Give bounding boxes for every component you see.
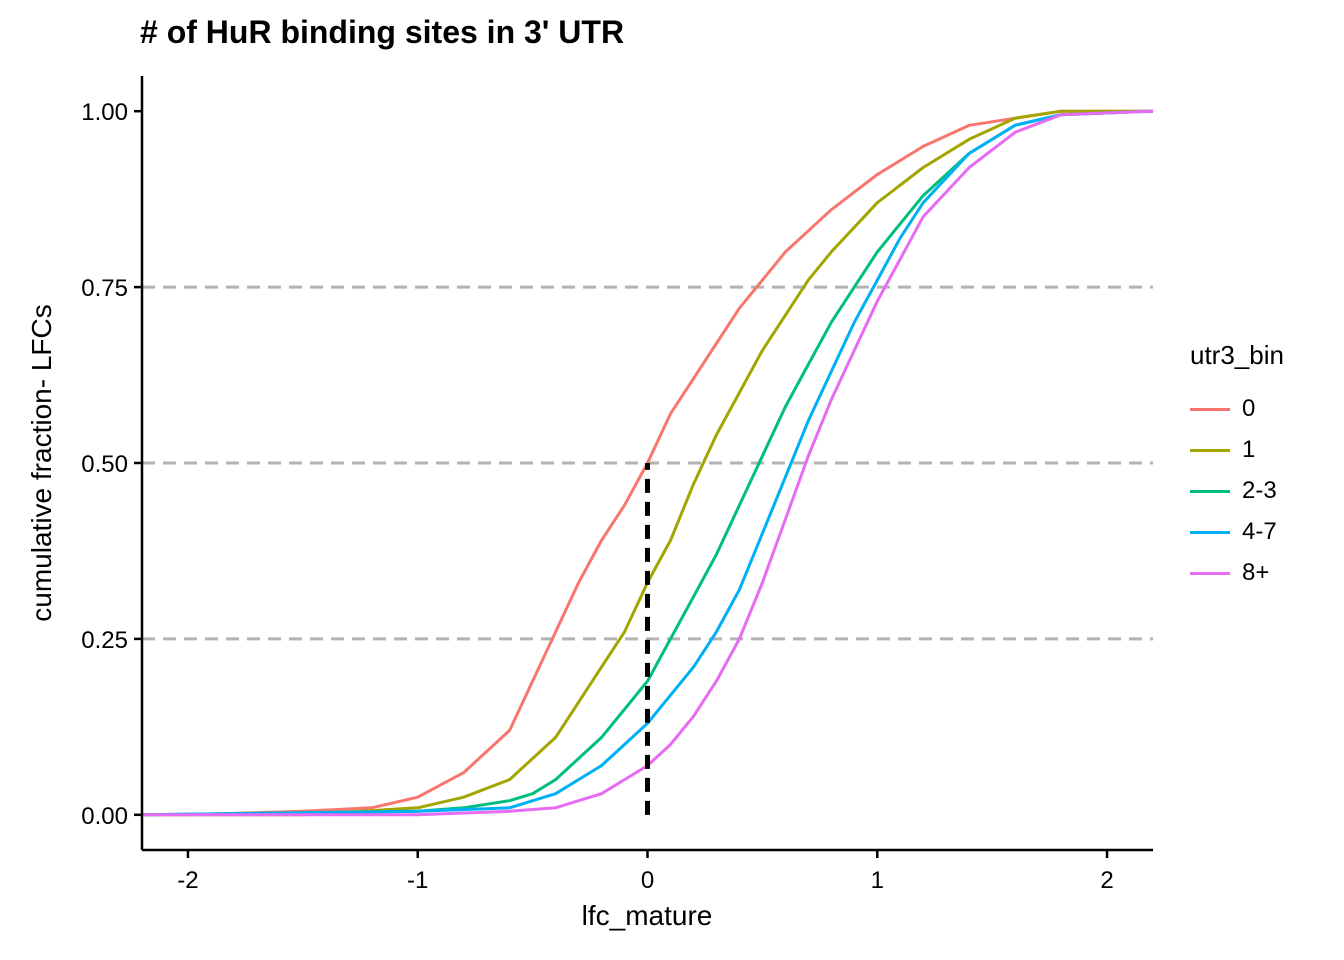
y-tick-label: 0.75 xyxy=(81,275,128,302)
legend-swatch xyxy=(1190,489,1230,493)
x-tick-label: -1 xyxy=(407,867,428,894)
y-tick-label: 0.25 xyxy=(81,627,128,654)
series-line-1 xyxy=(142,109,1153,817)
legend-title: utr3_bin xyxy=(1190,340,1284,370)
y-ticks: 0.00 0.25 0.50 0.75 1.00 xyxy=(81,99,142,830)
legend-label: 1 xyxy=(1242,436,1256,463)
y-tick-label: 0.00 xyxy=(81,803,128,830)
legend-item-0: 0 xyxy=(1190,394,1255,424)
legend-swatch xyxy=(1190,407,1230,411)
x-tick-label: 1 xyxy=(871,867,884,894)
legend-item-4: 8+ xyxy=(1190,558,1269,588)
legend-item-1: 1 xyxy=(1190,435,1255,465)
legend-label: 0 xyxy=(1242,395,1256,422)
x-ticks: -2 -1 0 1 2 xyxy=(177,850,1114,894)
x-tick-label: 2 xyxy=(1100,867,1113,894)
x-tick-label: -2 xyxy=(177,867,198,894)
legend-label: 2-3 xyxy=(1242,477,1277,504)
legend-swatch xyxy=(1190,571,1230,575)
legend-item-2: 2-3 xyxy=(1190,476,1277,506)
series-line-3 xyxy=(141,109,1154,817)
x-tick-label: 0 xyxy=(641,867,654,894)
y-tick-label: 0.50 xyxy=(81,451,128,478)
series-line-4 xyxy=(142,109,1154,817)
legend-label: 8+ xyxy=(1242,559,1270,586)
legend-label: 4-7 xyxy=(1242,518,1277,545)
legend-item-3: 4-7 xyxy=(1190,517,1277,547)
legend-swatch xyxy=(1190,448,1230,452)
y-tick-label: 1.00 xyxy=(81,99,128,126)
series-line-2 xyxy=(141,109,1154,817)
series-line-0 xyxy=(142,109,1153,817)
legend-swatch xyxy=(1190,530,1230,534)
chart-title: # of HuR binding sites in 3' UTR xyxy=(140,14,625,50)
series-lines xyxy=(141,109,1154,817)
x-axis-label: lfc_mature xyxy=(581,900,713,931)
y-axis-label: cumulative fraction- LFCs xyxy=(26,304,57,622)
